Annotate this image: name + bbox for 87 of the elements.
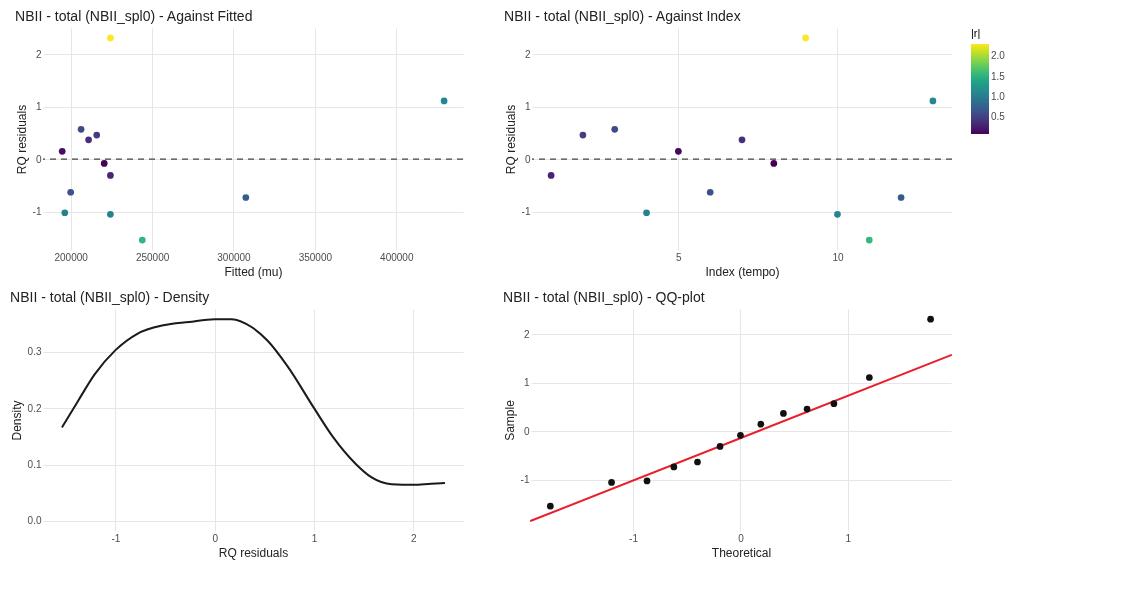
y-axis-title: Density	[9, 400, 24, 441]
point	[737, 431, 744, 439]
y-tick-label: -1	[521, 206, 531, 218]
x-tick-label: 5	[676, 251, 683, 263]
y-tick-label: 0.3	[27, 346, 42, 358]
point	[107, 172, 114, 179]
y-tick-label: -1	[32, 206, 42, 218]
y-axis-title: Sample	[502, 399, 517, 441]
point	[757, 420, 765, 428]
point	[780, 410, 787, 417]
y-axis-title: RQ residuals	[503, 104, 518, 175]
point	[107, 34, 114, 42]
point	[802, 34, 809, 42]
y-tick-label: 0	[35, 153, 42, 165]
x-axis-title: Index (tempo)	[705, 264, 780, 279]
point	[547, 172, 555, 179]
chart-title: NBII - total (NBII_spl0) - Against Fitted	[15, 8, 253, 24]
point	[929, 97, 937, 105]
color-bar-label: 2.0	[991, 50, 1006, 62]
point	[706, 188, 714, 196]
x-tick-label: 400000	[380, 251, 414, 263]
point	[865, 236, 873, 244]
point	[608, 479, 615, 486]
x-tick-label: 0	[738, 532, 745, 544]
point	[138, 236, 146, 244]
x-tick-label: 10	[832, 251, 844, 263]
y-tick-label: 0.2	[27, 402, 42, 414]
x-tick-label: 0	[212, 532, 219, 544]
y-tick-label: 2	[524, 48, 531, 60]
line-series	[61, 318, 446, 486]
point	[675, 147, 682, 155]
x-tick-label: 1	[845, 532, 852, 544]
y-tick-label: 0	[524, 153, 531, 165]
point	[770, 160, 778, 167]
point	[694, 458, 701, 466]
point	[611, 125, 619, 133]
point	[834, 210, 841, 218]
point	[927, 315, 934, 323]
x-tick-label: -1	[629, 532, 639, 544]
point	[85, 136, 92, 144]
chart-title: NBII - total (NBII_spl0) - Against Index	[504, 8, 741, 24]
point	[107, 210, 114, 218]
point	[830, 400, 838, 408]
color-bar-label: 1.5	[991, 70, 1006, 82]
y-tick-label: 1	[524, 101, 531, 113]
y-tick-label: 0.0	[27, 515, 42, 527]
point	[93, 131, 101, 139]
chart-title: NBII - total (NBII_spl0) - Density	[10, 289, 210, 305]
point	[643, 477, 651, 485]
x-tick-label: -1	[111, 532, 121, 544]
x-axis-title: Theoretical	[711, 545, 772, 560]
point	[579, 131, 587, 139]
y-tick-label: 0	[523, 425, 530, 437]
color-bar-title: |r|	[971, 27, 981, 39]
x-tick-label: 200000	[54, 251, 89, 263]
x-tick-label: 350000	[298, 251, 333, 263]
point	[440, 97, 448, 105]
point	[643, 209, 650, 217]
point	[716, 443, 724, 450]
y-tick-label: -1	[520, 474, 530, 486]
y-tick-label: 2	[35, 48, 42, 60]
x-tick-label: 1	[311, 532, 318, 544]
x-axis-title: Fitted (mu)	[224, 264, 283, 279]
point	[100, 160, 108, 167]
x-axis-title: RQ residuals	[218, 545, 289, 560]
color-bar-label: 1.0	[991, 90, 1006, 102]
x-tick-label: 300000	[217, 251, 252, 263]
point	[803, 405, 811, 413]
chart-title: NBII - total (NBII_spl0) - QQ-plot	[503, 289, 705, 305]
point	[738, 136, 746, 144]
x-tick-label: 2	[411, 532, 418, 544]
y-tick-label: 1	[523, 377, 530, 389]
y-tick-label: 0.1	[27, 459, 42, 471]
point	[61, 209, 69, 217]
y-tick-label: 2	[523, 328, 530, 340]
point	[242, 194, 250, 201]
color-bar-label: 0.5	[991, 110, 1006, 122]
point	[866, 374, 873, 381]
y-tick-label: 1	[35, 101, 42, 113]
x-tick-label: 250000	[135, 251, 170, 263]
point	[897, 194, 905, 201]
point	[58, 147, 66, 155]
point	[67, 188, 75, 196]
y-axis-title: RQ residuals	[14, 104, 29, 175]
point	[77, 125, 85, 133]
point	[546, 502, 554, 510]
point	[670, 463, 678, 471]
